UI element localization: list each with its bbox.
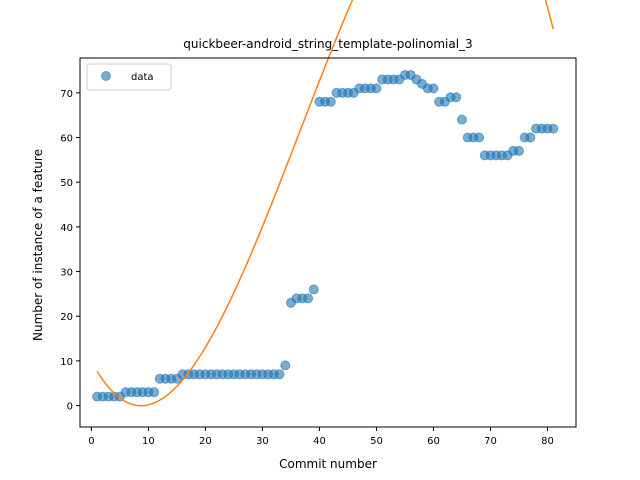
x-tick-label: 80: [541, 436, 554, 447]
y-tick-label: 70: [60, 89, 73, 100]
y-tick-label: 60: [60, 134, 73, 145]
data-point: [149, 387, 160, 398]
y-tick-label: 30: [60, 268, 73, 279]
data-point: [456, 114, 467, 125]
x-tick-label: 40: [313, 436, 326, 447]
x-axis: 0 10 20 30 40 50 60 70 80: [88, 427, 554, 447]
data-point: [303, 293, 314, 304]
y-tick-label: 10: [60, 357, 73, 368]
x-axis-label: Commit number: [279, 457, 377, 471]
data-point: [451, 92, 462, 103]
chart-title: quickbeer-android_string_template-polino…: [183, 37, 472, 51]
x-tick-label: 10: [142, 436, 155, 447]
data-point: [428, 83, 439, 94]
data-point: [308, 284, 319, 295]
x-tick-label: 60: [427, 436, 440, 447]
y-tick-label: 40: [60, 223, 73, 234]
data-point: [274, 369, 285, 380]
data-point: [474, 132, 485, 143]
x-tick-label: 50: [370, 436, 383, 447]
y-axis-label: Number of instance of a feature: [31, 149, 45, 341]
data-point: [371, 83, 382, 94]
y-tick-label: 20: [60, 312, 73, 323]
x-tick-label: 70: [484, 436, 497, 447]
data-point: [548, 123, 559, 134]
plot-area: [92, 0, 559, 407]
x-tick-label: 20: [199, 436, 212, 447]
legend-label-data: data: [131, 72, 154, 83]
x-tick-label: 0: [88, 436, 94, 447]
y-tick-label: 50: [60, 178, 73, 189]
fit-curve: [96, 0, 554, 407]
y-axis: 0 10 20 30 40 50 60 70: [60, 89, 80, 413]
legend: data: [86, 63, 172, 91]
legend-box: [86, 63, 172, 91]
data-point: [325, 96, 336, 107]
data-point: [513, 145, 524, 156]
data-point: [280, 360, 291, 371]
x-tick-label: 30: [256, 436, 269, 447]
legend-marker-data: [101, 71, 111, 81]
data-point: [525, 132, 536, 143]
plot-frame: [79, 57, 577, 428]
y-tick-label: 0: [67, 402, 73, 413]
